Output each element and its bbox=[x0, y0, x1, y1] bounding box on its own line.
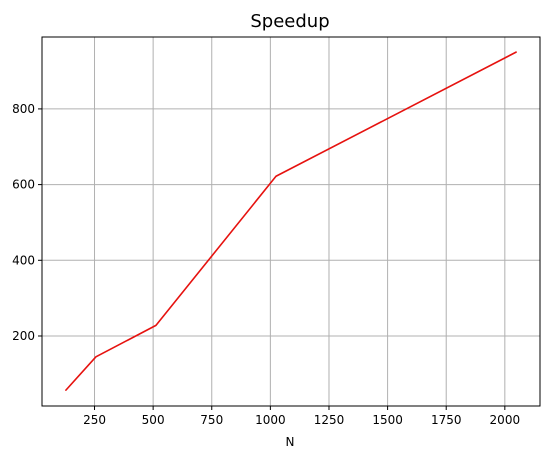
x-tick-label-2000: 2000 bbox=[490, 413, 521, 427]
series-line-0 bbox=[65, 51, 517, 391]
plot-frame bbox=[41, 36, 541, 407]
x-tick-label-1500: 1500 bbox=[372, 413, 403, 427]
x-tick-label-500: 500 bbox=[142, 413, 165, 427]
y-tick-label-200: 200 bbox=[12, 329, 35, 343]
y-tick-label-600: 600 bbox=[12, 178, 35, 192]
x-tick-label-250: 250 bbox=[83, 413, 106, 427]
x-tick-label-1750: 1750 bbox=[431, 413, 462, 427]
y-tick-label-400: 400 bbox=[12, 253, 35, 267]
series-layer bbox=[65, 51, 517, 391]
y-tick-label-800: 800 bbox=[12, 102, 35, 116]
x-tick-label-1000: 1000 bbox=[255, 413, 286, 427]
chart-title: Speedup bbox=[250, 11, 329, 32]
grid-layer bbox=[42, 37, 540, 406]
x-tick-label-1250: 1250 bbox=[314, 413, 345, 427]
x-tick-label-750: 750 bbox=[200, 413, 223, 427]
tick-layer: 250 500 750 1000 1250 1500 1750 2000 200 400 600 80… bbox=[12, 102, 520, 427]
x-axis-label: N bbox=[286, 435, 295, 449]
